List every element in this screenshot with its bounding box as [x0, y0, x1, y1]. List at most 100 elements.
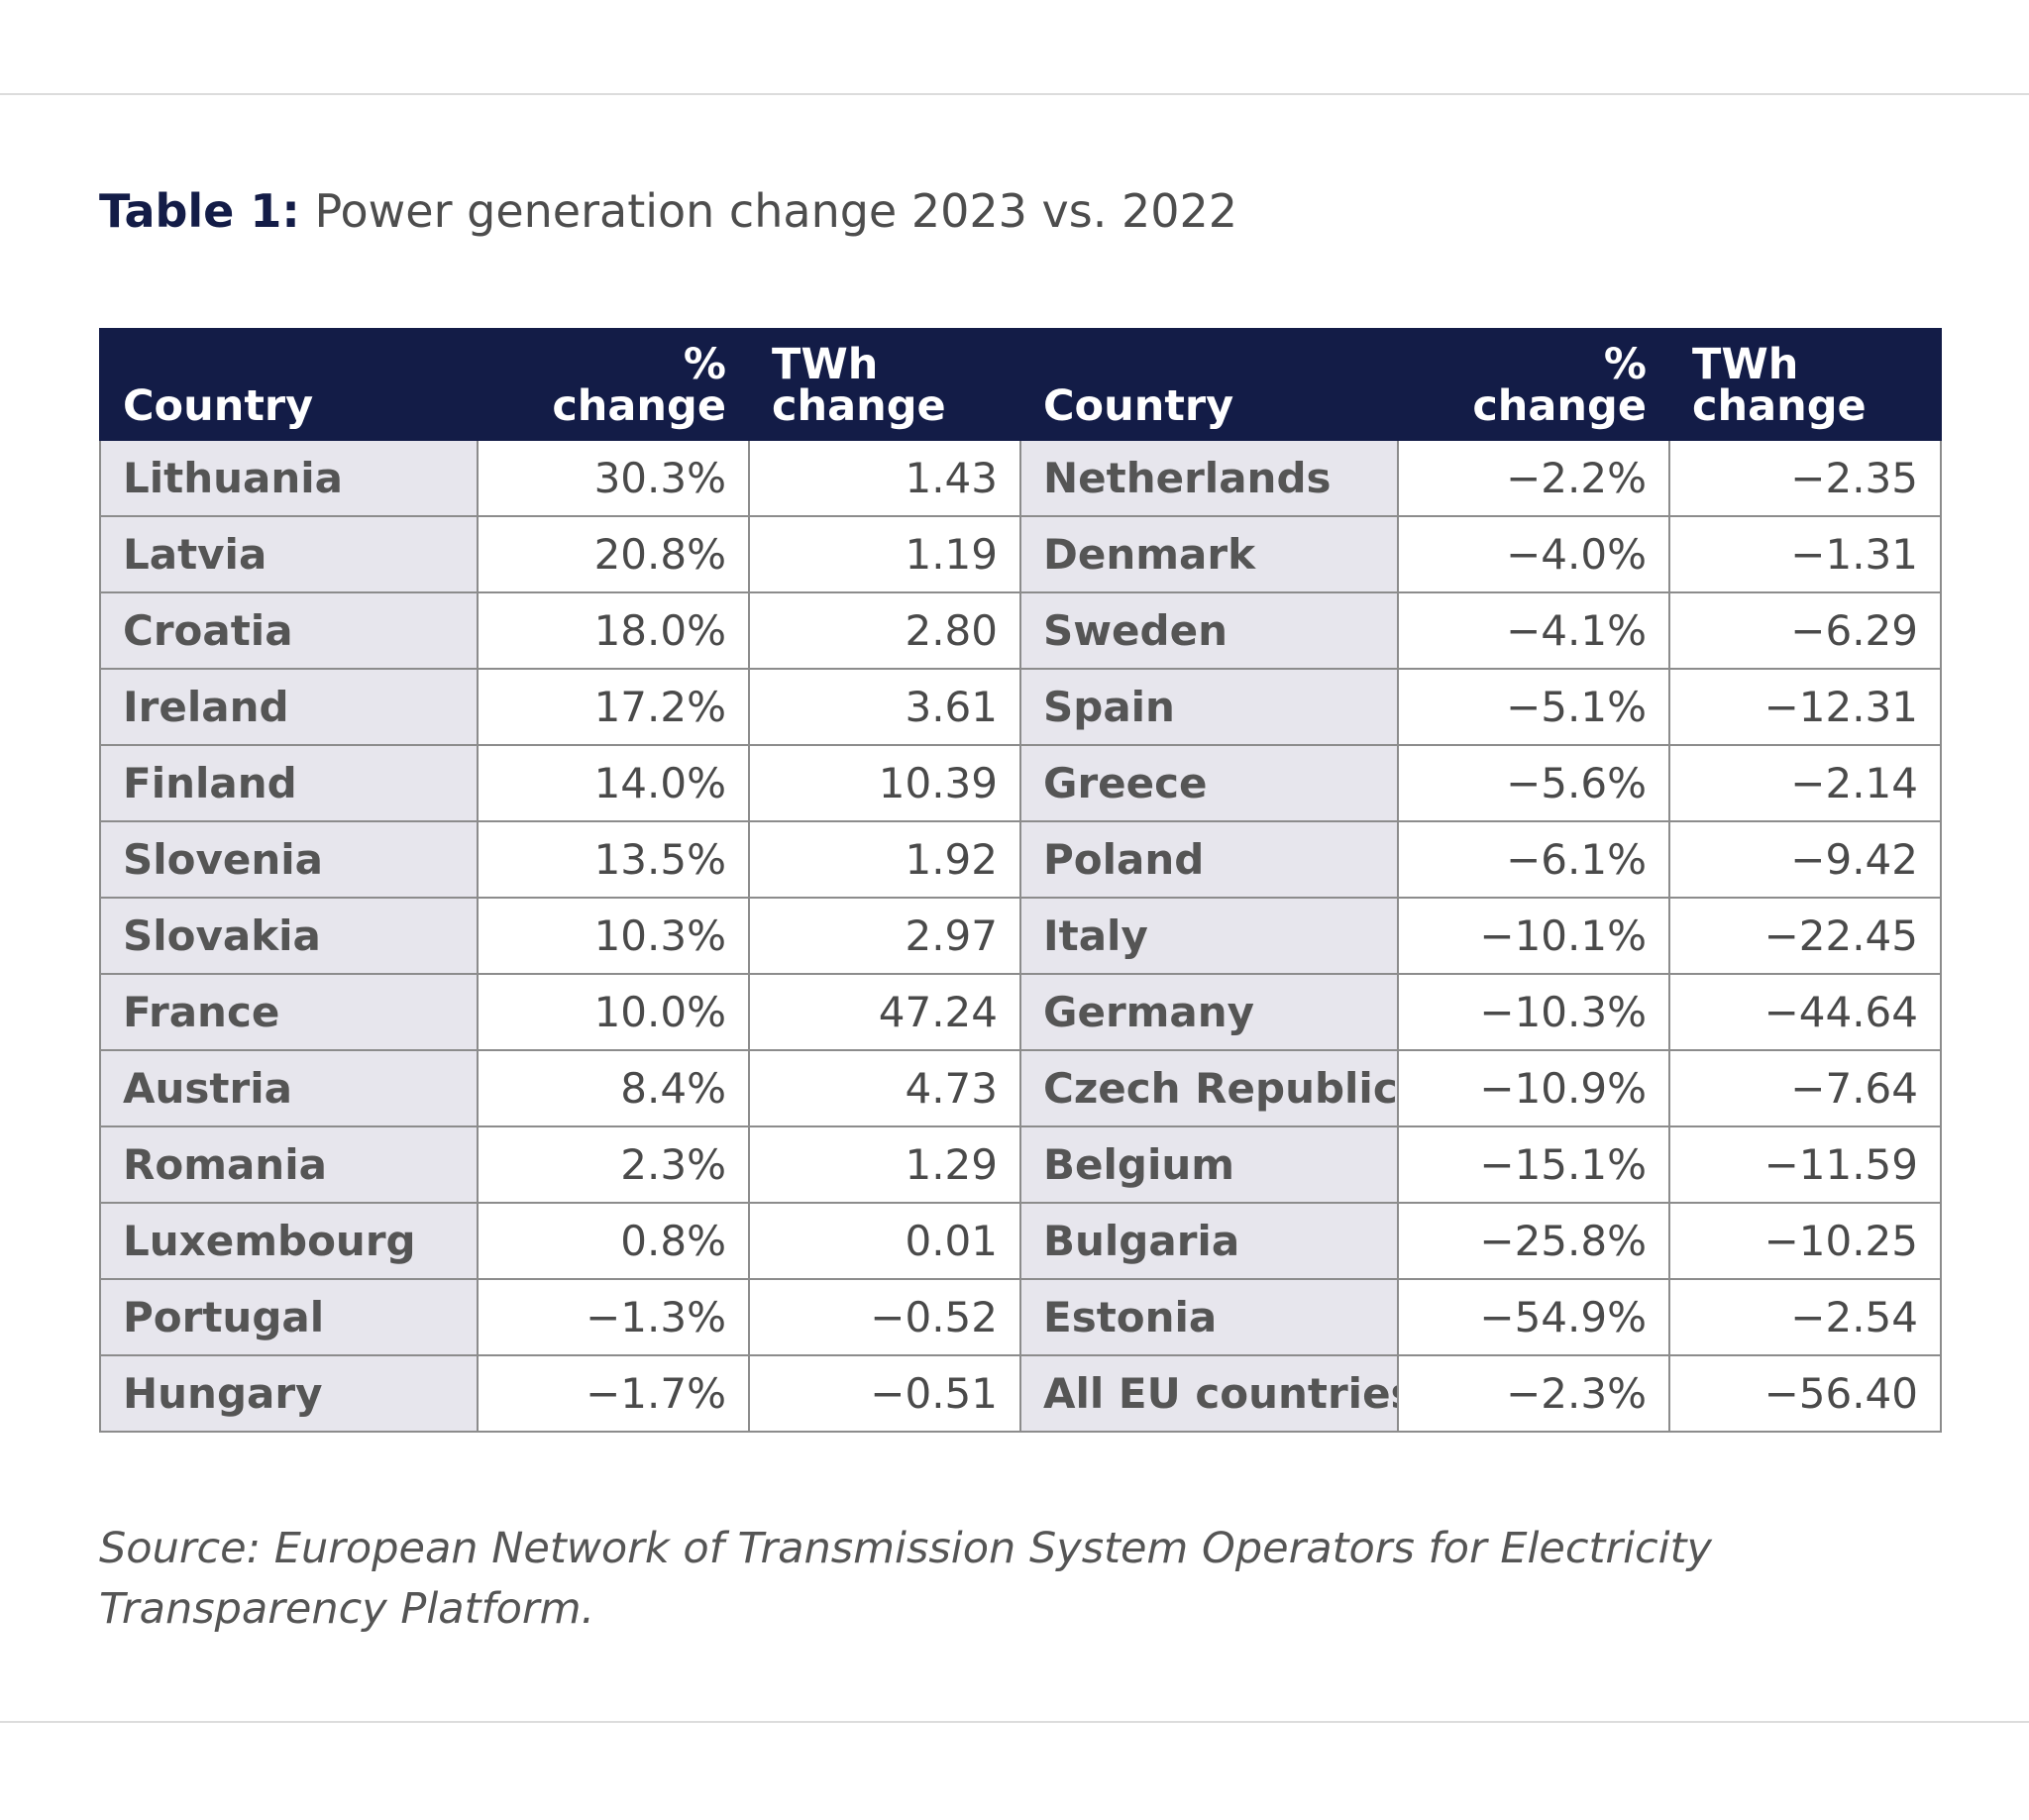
table-title: Power generation change 2023 vs. 2022 — [314, 184, 1238, 238]
cell-pct-change-right: −10.1% — [1397, 897, 1670, 975]
cell-country-left: Lithuania — [99, 439, 479, 517]
power-generation-table: Country % change TWh change Country % ch… — [99, 328, 1942, 1433]
cell-pct-change-left: 20.8% — [477, 515, 750, 593]
table-row: Slovenia 13.5% 1.92 Poland −6.1% −9.42 — [99, 820, 1942, 899]
cell-twh-change-left: 10.39 — [748, 744, 1021, 822]
cell-pct-change-left: 18.0% — [477, 591, 750, 670]
cell-twh-change-left: 1.92 — [748, 820, 1021, 899]
top-divider — [0, 93, 2029, 95]
cell-twh-change-left: 4.73 — [748, 1049, 1021, 1127]
cell-pct-change-right: −2.3% — [1397, 1354, 1670, 1433]
header-twh-change-right: TWh change — [1668, 328, 1942, 441]
cell-twh-change-right: −44.64 — [1668, 973, 1942, 1051]
cell-pct-change-left: 8.4% — [477, 1049, 750, 1127]
table-row: Romania 2.3% 1.29 Belgium −15.1% −11.59 — [99, 1125, 1942, 1204]
cell-twh-change-right: −12.31 — [1668, 668, 1942, 746]
cell-country-left: Portugal — [99, 1278, 479, 1356]
cell-country-left: France — [99, 973, 479, 1051]
bottom-divider — [0, 1721, 2029, 1723]
cell-twh-change-left: 47.24 — [748, 973, 1021, 1051]
cell-country-right: Bulgaria — [1019, 1202, 1399, 1280]
cell-country-right: Estonia — [1019, 1278, 1399, 1356]
cell-country-left: Latvia — [99, 515, 479, 593]
header-country-right: Country — [1019, 328, 1399, 441]
table-body: Lithuania 30.3% 1.43 Netherlands −2.2% −2.35 L… — [99, 439, 1942, 1433]
table-row: Latvia 20.8% 1.19 Denmark −4.0% −1.31 — [99, 515, 1942, 593]
cell-pct-change-right: −15.1% — [1397, 1125, 1670, 1204]
cell-twh-change-left: −0.52 — [748, 1278, 1021, 1356]
table-row: Croatia 18.0% 2.80 Sweden −4.1% −6.29 — [99, 591, 1942, 670]
table-row: Lithuania 30.3% 1.43 Netherlands −2.2% −2.35 — [99, 439, 1942, 517]
cell-pct-change-left: 13.5% — [477, 820, 750, 899]
cell-twh-change-left: 0.01 — [748, 1202, 1021, 1280]
cell-country-left: Ireland — [99, 668, 479, 746]
cell-country-left: Romania — [99, 1125, 479, 1204]
cell-pct-change-right: −10.9% — [1397, 1049, 1670, 1127]
cell-pct-change-right: −4.1% — [1397, 591, 1670, 670]
cell-pct-change-left: 0.8% — [477, 1202, 750, 1280]
cell-twh-change-left: −0.51 — [748, 1354, 1021, 1433]
cell-twh-change-left: 2.97 — [748, 897, 1021, 975]
cell-country-left: Croatia — [99, 591, 479, 670]
cell-twh-change-right: −22.45 — [1668, 897, 1942, 975]
table-row: France 10.0% 47.24 Germany −10.3% −44.64 — [99, 973, 1942, 1051]
header-twh-change-left: TWh change — [748, 328, 1021, 441]
cell-twh-change-left: 1.29 — [748, 1125, 1021, 1204]
cell-country-right: Belgium — [1019, 1125, 1399, 1204]
header-pct-change-left: % change — [477, 328, 750, 441]
cell-pct-change-right: −10.3% — [1397, 973, 1670, 1051]
header-country-left: Country — [99, 328, 479, 441]
cell-twh-change-right: −10.25 — [1668, 1202, 1942, 1280]
table-row: Finland 14.0% 10.39 Greece −5.6% −2.14 — [99, 744, 1942, 822]
cell-twh-change-right: −56.40 — [1668, 1354, 1942, 1433]
cell-twh-change-right: −6.29 — [1668, 591, 1942, 670]
table-row: Slovakia 10.3% 2.97 Italy −10.1% −22.45 — [99, 897, 1942, 975]
cell-country-right: Poland — [1019, 820, 1399, 899]
cell-pct-change-right: −4.0% — [1397, 515, 1670, 593]
table-caption: Table 1: Power generation change 2023 vs… — [99, 176, 1237, 246]
table-row: Austria 8.4% 4.73 Czech Republic −10.9% −7.64 — [99, 1049, 1942, 1127]
table-row: Portugal −1.3% −0.52 Estonia −54.9% −2.54 — [99, 1278, 1942, 1356]
cell-country-left: Slovakia — [99, 897, 479, 975]
cell-country-left: Austria — [99, 1049, 479, 1127]
cell-country-right: Spain — [1019, 668, 1399, 746]
cell-pct-change-right: −54.9% — [1397, 1278, 1670, 1356]
cell-pct-change-right: −5.6% — [1397, 744, 1670, 822]
cell-pct-change-left: 2.3% — [477, 1125, 750, 1204]
cell-pct-change-left: 14.0% — [477, 744, 750, 822]
cell-twh-change-right: −11.59 — [1668, 1125, 1942, 1204]
cell-pct-change-left: −1.7% — [477, 1354, 750, 1433]
table-row: Hungary −1.7% −0.51 All EU countries −2.3% −5… — [99, 1354, 1942, 1433]
cell-twh-change-left: 1.19 — [748, 515, 1021, 593]
cell-pct-change-left: −1.3% — [477, 1278, 750, 1356]
source-note: Source: European Network of Transmission… — [99, 1524, 1712, 1634]
cell-country-right: Sweden — [1019, 591, 1399, 670]
cell-country-right: Italy — [1019, 897, 1399, 975]
cell-pct-change-right: −6.1% — [1397, 820, 1670, 899]
cell-country-right: Germany — [1019, 973, 1399, 1051]
cell-pct-change-left: 10.3% — [477, 897, 750, 975]
cell-pct-change-left: 17.2% — [477, 668, 750, 746]
cell-twh-change-right: −1.31 — [1668, 515, 1942, 593]
cell-twh-change-left: 2.80 — [748, 591, 1021, 670]
cell-country-right: Czech Republic — [1019, 1049, 1399, 1127]
cell-twh-change-right: −2.35 — [1668, 439, 1942, 517]
cell-twh-change-right: −7.64 — [1668, 1049, 1942, 1127]
cell-country-left: Finland — [99, 744, 479, 822]
header-pct-change-right: % change — [1397, 328, 1670, 441]
table-row: Luxembourg 0.8% 0.01 Bulgaria −25.8% −10.25 — [99, 1202, 1942, 1280]
cell-pct-change-right: −5.1% — [1397, 668, 1670, 746]
cell-pct-change-left: 10.0% — [477, 973, 750, 1051]
table-row: Ireland 17.2% 3.61 Spain −5.1% −12.31 — [99, 668, 1942, 746]
cell-country-left: Slovenia — [99, 820, 479, 899]
cell-country-left: Luxembourg — [99, 1202, 479, 1280]
cell-pct-change-left: 30.3% — [477, 439, 750, 517]
cell-twh-change-right: −2.14 — [1668, 744, 1942, 822]
cell-country-right: Netherlands — [1019, 439, 1399, 517]
cell-twh-change-left: 3.61 — [748, 668, 1021, 746]
cell-country-left: Hungary — [99, 1354, 479, 1433]
cell-pct-change-right: −2.2% — [1397, 439, 1670, 517]
cell-country-right: Denmark — [1019, 515, 1399, 593]
table-header-row: Country % change TWh change Country % ch… — [99, 328, 1942, 441]
cell-pct-change-right: −25.8% — [1397, 1202, 1670, 1280]
